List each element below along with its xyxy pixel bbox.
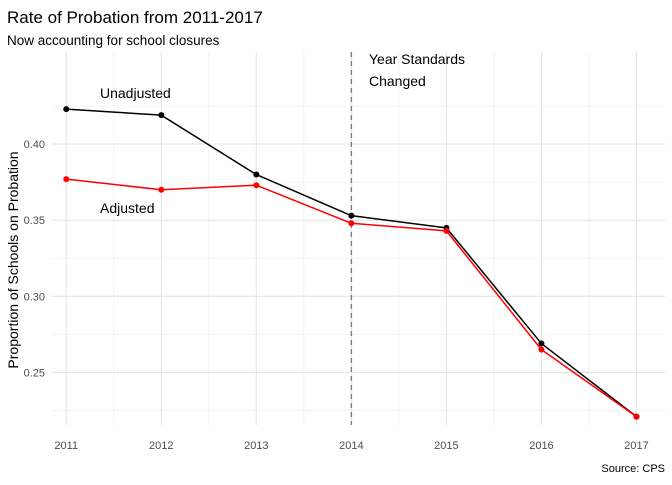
y-tick-labels: 0.25 0.30 0.35 0.40 <box>24 139 45 379</box>
data-point-unadjusted <box>538 340 545 347</box>
x-tick-label: 2013 <box>244 440 268 452</box>
chart-caption: Source: CPS <box>601 463 665 475</box>
x-tick-label: 2017 <box>624 440 648 452</box>
data-point-unadjusted <box>348 212 355 219</box>
chart-title: Rate of Probation from 2011-2017 <box>7 8 263 27</box>
minor-gridlines <box>52 52 665 425</box>
annotation-unadjusted: Unadjusted <box>100 85 171 101</box>
data-point-unadjusted <box>158 112 165 119</box>
series-points <box>63 106 640 420</box>
x-tick-label: 2012 <box>149 440 173 452</box>
data-point-adjusted <box>443 227 450 234</box>
data-point-adjusted <box>348 220 355 227</box>
annotation-changed: Changed <box>369 73 426 89</box>
data-point-unadjusted <box>63 106 70 113</box>
x-tick-labels: 2011 2012 2013 2014 2015 2016 2017 <box>54 440 648 452</box>
x-tick-label: 2011 <box>54 440 78 452</box>
x-tick-label: 2015 <box>434 440 458 452</box>
y-tick-label: 0.40 <box>24 139 45 151</box>
y-axis-label: Proportion of Schools on Probation <box>5 151 21 368</box>
data-point-adjusted <box>158 186 165 193</box>
data-point-adjusted <box>253 182 260 189</box>
chart-subtitle: Now accounting for school closures <box>7 33 220 48</box>
data-point-adjusted <box>633 413 640 420</box>
y-tick-label: 0.30 <box>24 291 45 303</box>
data-point-adjusted <box>63 176 70 183</box>
data-point-adjusted <box>538 346 545 353</box>
x-tick-label: 2014 <box>339 440 363 452</box>
annotation-adjusted: Adjusted <box>100 200 154 216</box>
x-tick-label: 2016 <box>529 440 553 452</box>
annotation-year-standards: Year Standards <box>369 51 465 67</box>
data-point-unadjusted <box>253 171 260 178</box>
major-gridlines <box>52 52 665 425</box>
y-tick-label: 0.35 <box>24 215 45 227</box>
y-tick-label: 0.25 <box>24 367 45 379</box>
